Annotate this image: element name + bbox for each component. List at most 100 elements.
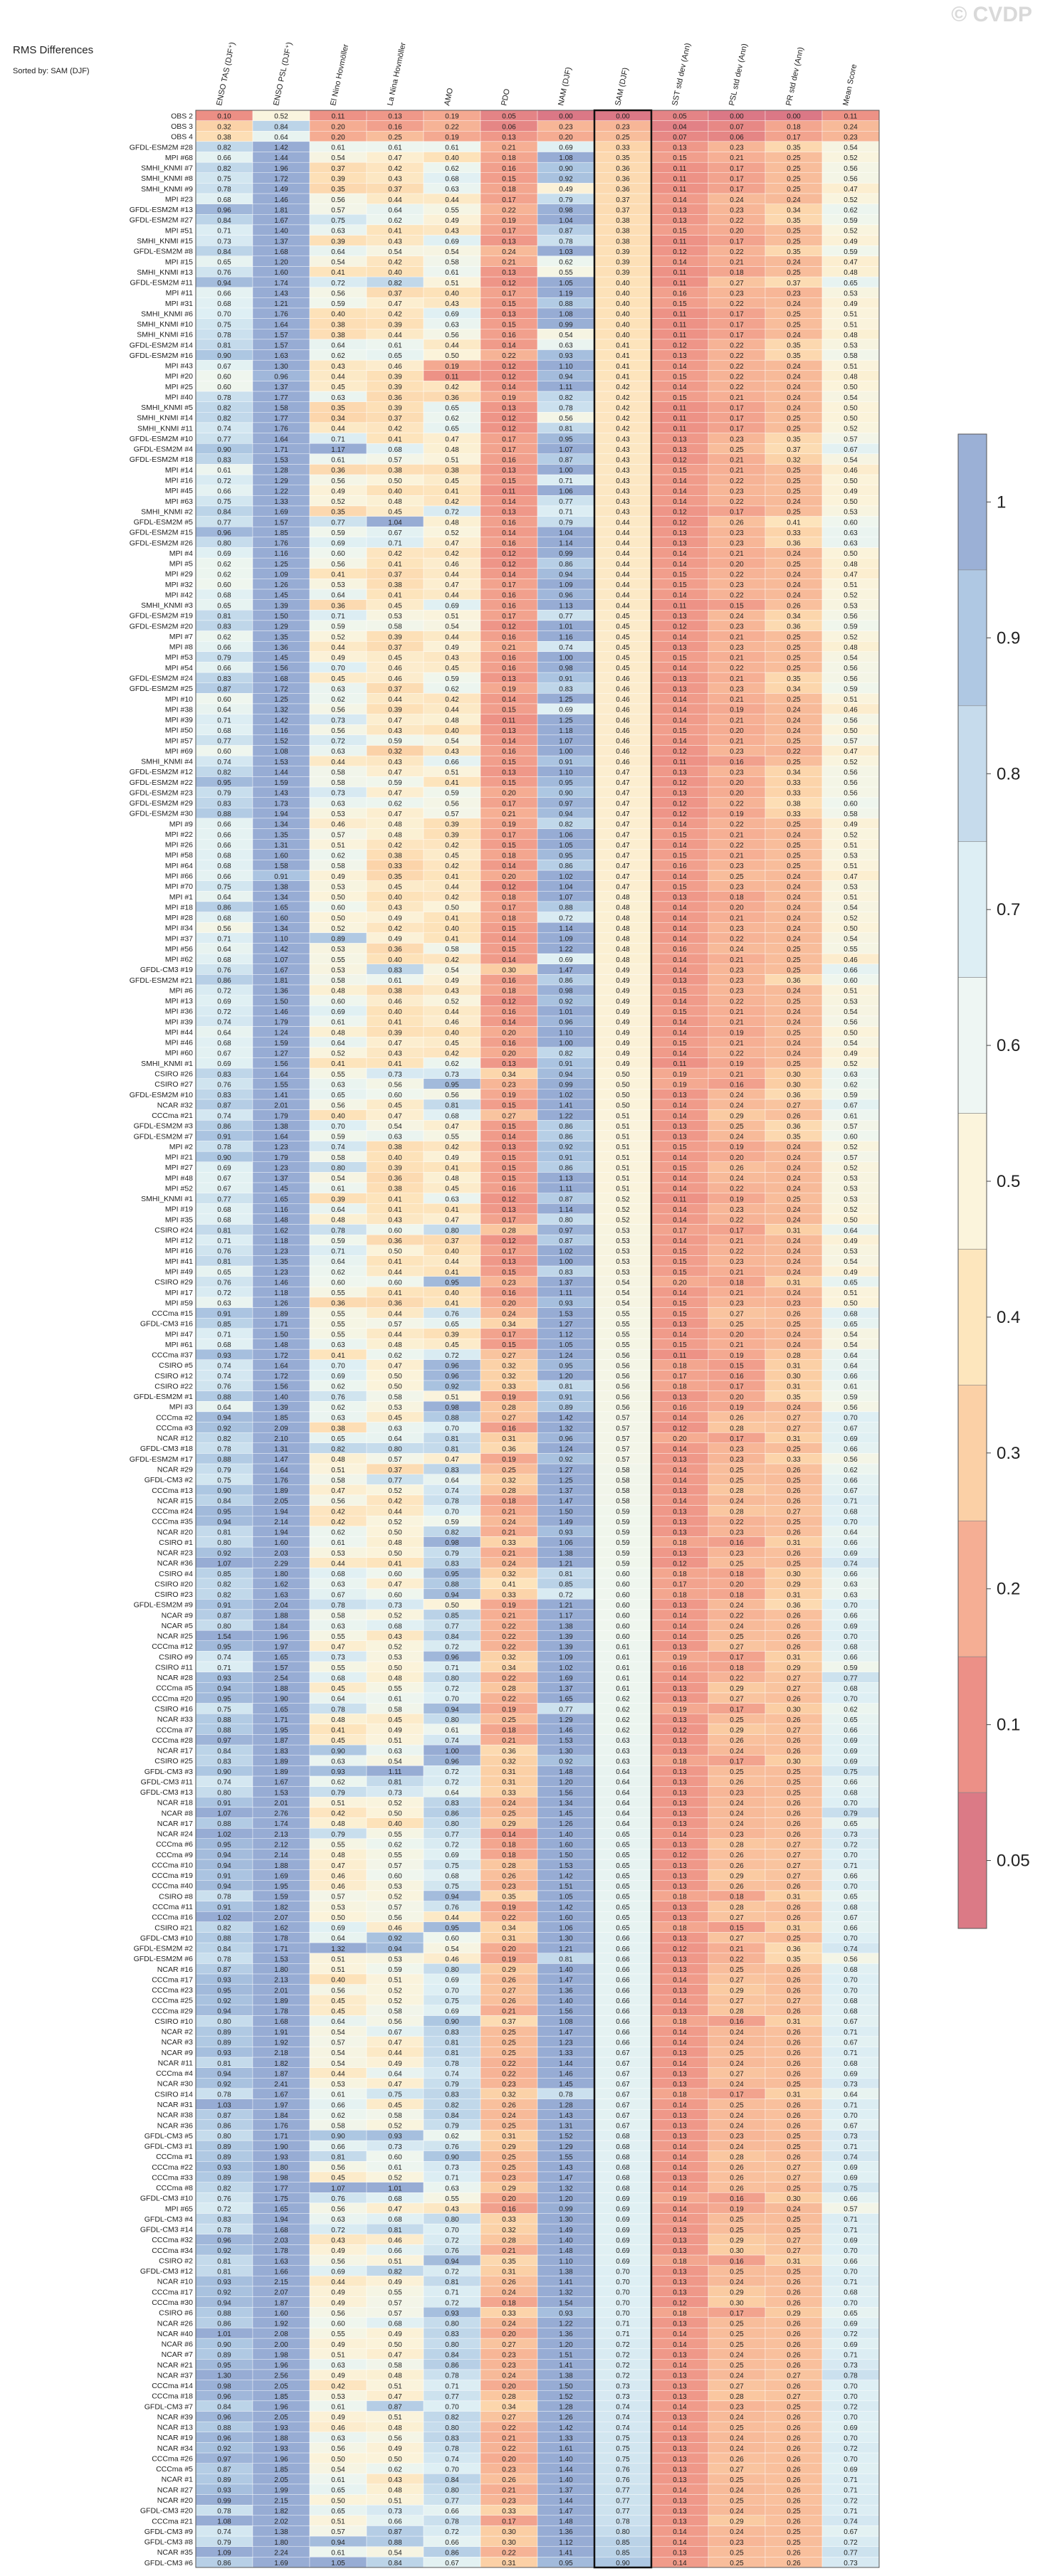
row-label: CSIRO #27 bbox=[154, 1080, 193, 1089]
row-label: CSIRO #5 bbox=[159, 1361, 193, 1370]
cell-value: 0.29 bbox=[730, 1872, 744, 1880]
cell-value: 0.22 bbox=[730, 1186, 744, 1193]
cell-value: 0.54 bbox=[331, 2049, 345, 2057]
cell-value: 0.68 bbox=[388, 446, 402, 454]
cell-value: 1.37 bbox=[274, 1175, 288, 1183]
cell-value: 1.13 bbox=[559, 602, 573, 610]
cell-value: 0.56 bbox=[844, 1456, 858, 1464]
cell-value: 0.94 bbox=[559, 373, 573, 381]
cell-value: 0.24 bbox=[502, 2112, 516, 2120]
cell-value: 0.36 bbox=[787, 1946, 801, 1953]
cell-value: 1.50 bbox=[274, 613, 288, 621]
cell-value: 0.55 bbox=[616, 1341, 630, 1349]
cell-value: 1.38 bbox=[559, 1622, 573, 1630]
cell-value: 0.21 bbox=[730, 1071, 744, 1079]
cell-value: 0.80 bbox=[445, 1716, 459, 1724]
cell-value: 0.39 bbox=[388, 707, 402, 714]
cell-value: 0.29 bbox=[730, 1987, 744, 1995]
cell-value: 0.19 bbox=[730, 1404, 744, 1412]
cell-value: 0.34 bbox=[502, 1321, 516, 1329]
cell-value: 0.15 bbox=[502, 477, 516, 485]
cell-value: 0.57 bbox=[388, 1904, 402, 1911]
cell-value: 0.68 bbox=[217, 862, 231, 870]
cell-value: 0.70 bbox=[844, 1883, 858, 1891]
cell-value: 0.74 bbox=[217, 426, 231, 433]
cell-value: 0.72 bbox=[844, 1842, 858, 1849]
cell-value: 0.12 bbox=[673, 1560, 687, 1568]
cell-value: 0.41 bbox=[331, 1727, 345, 1735]
cell-value: 0.62 bbox=[331, 2112, 345, 2120]
cell-value: 0.90 bbox=[445, 2018, 459, 2026]
cell-value: 0.24 bbox=[787, 727, 801, 735]
row-label: CSIRO #11 bbox=[155, 1663, 193, 1672]
cell-value: 0.73 bbox=[445, 2164, 459, 2172]
cell-value: 0.11 bbox=[673, 186, 687, 194]
cell-value: 0.79 bbox=[217, 790, 231, 798]
cell-value: 0.93 bbox=[217, 2164, 231, 2172]
cell-value: 1.06 bbox=[559, 831, 573, 839]
cell-value: 0.63 bbox=[331, 1081, 345, 1089]
row-label: MPI #45 bbox=[165, 487, 193, 495]
cell-value: 0.13 bbox=[673, 1800, 687, 1807]
cell-value: 0.45 bbox=[331, 1685, 345, 1693]
cell-value: 0.65 bbox=[331, 1092, 345, 1099]
cell-value: 0.65 bbox=[616, 1831, 630, 1839]
cell-value: 0.19 bbox=[445, 363, 459, 371]
cell-value: 0.46 bbox=[844, 956, 858, 964]
cell-value: 0.23 bbox=[730, 436, 744, 443]
cell-value: 0.16 bbox=[502, 1425, 516, 1432]
cell-value: 0.61 bbox=[388, 977, 402, 985]
cell-value: 0.75 bbox=[217, 1477, 231, 1484]
cell-value: 0.86 bbox=[559, 1164, 573, 1172]
row-label: CCCma #37 bbox=[152, 1351, 193, 1360]
cell-value: 0.61 bbox=[331, 1019, 345, 1027]
cell-value: 0.81 bbox=[445, 1446, 459, 1454]
cell-value: 0.16 bbox=[502, 665, 516, 672]
cell-value: 0.25 bbox=[787, 487, 801, 495]
cell-value: 0.26 bbox=[730, 1737, 744, 1745]
cell-value: 0.81 bbox=[331, 2153, 345, 2161]
cell-value: 0.47 bbox=[616, 852, 630, 860]
cell-value: 1.83 bbox=[274, 1748, 288, 1756]
cell-value: 2.01 bbox=[274, 1800, 288, 1807]
cell-value: 0.25 bbox=[730, 1467, 744, 1474]
cell-value: 0.46 bbox=[616, 696, 630, 704]
cell-value: 1.39 bbox=[559, 1633, 573, 1641]
cell-value: 0.69 bbox=[445, 1977, 459, 1985]
cell-value: 1.40 bbox=[274, 228, 288, 236]
cell-value: 0.48 bbox=[844, 332, 858, 339]
cell-value: 0.54 bbox=[445, 623, 459, 631]
cell-value: 0.14 bbox=[673, 1674, 687, 1682]
cell-value: 0.18 bbox=[502, 1852, 516, 1859]
cell-value: 0.54 bbox=[844, 1331, 858, 1339]
cell-value: 0.67 bbox=[388, 529, 402, 537]
cell-value: 1.97 bbox=[274, 1644, 288, 1652]
cell-value: 1.01 bbox=[559, 1008, 573, 1016]
cell-value: 0.61 bbox=[844, 1383, 858, 1391]
cell-value: 0.94 bbox=[217, 1519, 231, 1526]
cell-value: 0.40 bbox=[616, 300, 630, 308]
cell-value: 0.15 bbox=[673, 1164, 687, 1172]
cell-value: 0.18 bbox=[502, 852, 516, 860]
cell-value: 0.52 bbox=[388, 1987, 402, 1995]
cell-value: 0.47 bbox=[445, 1217, 459, 1225]
cell-value: 0.72 bbox=[445, 1685, 459, 1693]
cell-value: 1.68 bbox=[274, 675, 288, 683]
cell-value: 0.23 bbox=[502, 1279, 516, 1287]
cell-value: 1.95 bbox=[274, 1883, 288, 1891]
cell-value: 0.64 bbox=[217, 946, 231, 954]
cell-value: 0.16 bbox=[502, 602, 516, 610]
cell-value: 0.20 bbox=[502, 1029, 516, 1037]
cell-value: 0.64 bbox=[331, 1040, 345, 1047]
cell-value: 0.41 bbox=[331, 269, 345, 277]
cell-value: 0.63 bbox=[331, 748, 345, 756]
cell-value: 0.19 bbox=[730, 1144, 744, 1151]
row-label: MPI #54 bbox=[165, 664, 193, 672]
cell-value: 0.62 bbox=[616, 1727, 630, 1735]
cell-value: 0.25 bbox=[787, 738, 801, 746]
cell-value: 0.66 bbox=[616, 1946, 630, 1953]
cell-value: 0.52 bbox=[844, 1206, 858, 1214]
cell-value: 0.60 bbox=[217, 696, 231, 704]
cell-value: 0.68 bbox=[217, 914, 231, 922]
cell-value: 0.48 bbox=[331, 1029, 345, 1037]
